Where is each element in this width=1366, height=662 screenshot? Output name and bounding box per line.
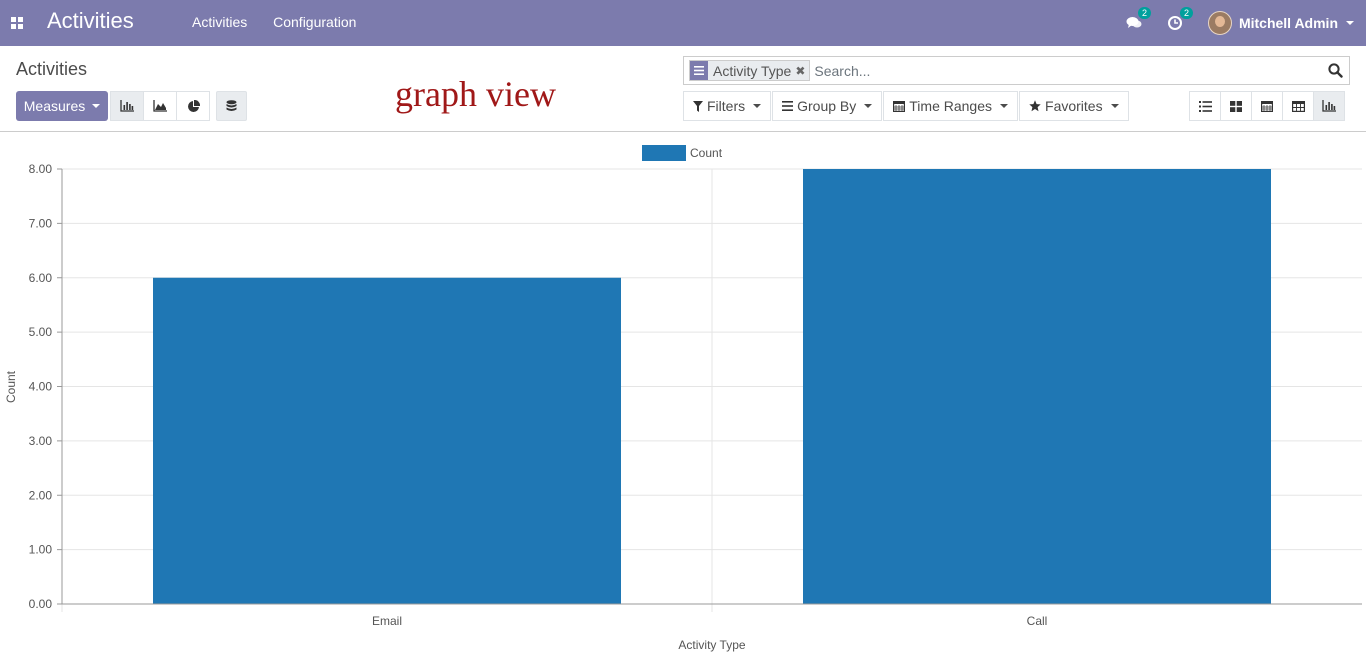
bar — [153, 277, 621, 604]
search-button[interactable] — [1321, 63, 1349, 78]
x-axis-label: Activity Type — [678, 638, 745, 652]
legend-label[interactable]: Count — [690, 146, 723, 160]
bar-chart-button[interactable] — [110, 91, 144, 121]
line-chart-icon — [153, 100, 167, 112]
chevron-down-icon — [1000, 104, 1009, 108]
chevron-down-icon — [92, 104, 101, 108]
filters-dropdown[interactable]: Filters — [683, 91, 772, 121]
list-view-button[interactable] — [1189, 91, 1221, 121]
chevron-down-icon — [1346, 21, 1354, 25]
filters-label: Filters — [707, 98, 746, 114]
graph-chart-area: 0.00 1.00 2.00 3.00 4.00 5.00 6.00 7.00 8.00 Emai… — [0, 132, 1366, 657]
filter-bar: Filters Group By Time Ranges Favorites — [683, 91, 1130, 121]
legend-swatch[interactable] — [642, 145, 686, 161]
user-menu[interactable]: Mitchell Admin — [1207, 11, 1354, 35]
y-tick-label: 7.00 — [29, 216, 53, 230]
bar-chart-icon — [120, 100, 134, 112]
group-by-icon — [690, 61, 708, 80]
y-tick-label: 8.00 — [29, 162, 53, 176]
graph-view-icon — [1322, 100, 1336, 112]
favorites-dropdown[interactable]: Favorites — [1019, 91, 1129, 121]
pie-chart-button[interactable] — [176, 91, 210, 121]
group-by-dropdown[interactable]: Group By — [772, 91, 883, 121]
activities-badge: 2 — [1179, 7, 1193, 19]
user-name: Mitchell Admin — [1238, 15, 1338, 31]
measures-label: Measures — [23, 98, 86, 114]
group-by-label: Group By — [797, 98, 857, 114]
systray: 2 2 Mitchell Admin — [1126, 0, 1366, 46]
y-tick-label: 1.00 — [29, 543, 53, 557]
database-icon — [226, 99, 237, 111]
control-panel: Activities Measures — [0, 46, 1366, 132]
line-chart-button[interactable] — [143, 91, 177, 121]
chevron-down-icon — [1110, 104, 1119, 108]
y-tick-label: 5.00 — [29, 325, 53, 339]
time-ranges-label: Time Ranges — [909, 98, 993, 114]
chat-icon — [1126, 17, 1142, 28]
chevron-down-icon — [864, 104, 873, 108]
menu-item-configuration[interactable]: Configuration — [273, 14, 357, 30]
kanban-view-icon — [1230, 100, 1242, 112]
search-input[interactable] — [814, 62, 1321, 79]
bars-icon — [782, 101, 794, 111]
main-menu: Activities Configuration — [192, 14, 378, 30]
y-tick-label: 0.00 — [29, 597, 53, 611]
calendar-view-button[interactable] — [1251, 91, 1283, 121]
view-switcher — [1189, 91, 1345, 121]
search-box: Activity Type ✖ — [683, 56, 1350, 85]
time-ranges-dropdown[interactable]: Time Ranges — [883, 91, 1019, 121]
close-icon[interactable]: ✖ — [795, 63, 806, 78]
avatar — [1207, 11, 1232, 35]
bar — [803, 169, 1271, 604]
menu-item-activities[interactable]: Activities — [192, 14, 248, 30]
chart-mode-group — [110, 91, 210, 121]
x-tick-label: Call — [1027, 614, 1048, 628]
calendar-icon — [893, 101, 906, 112]
calendar-view-icon — [1261, 101, 1273, 112]
clock-icon — [1167, 16, 1182, 30]
y-tick-label: 6.00 — [29, 271, 53, 285]
activity-menu[interactable]: 2 — [1167, 7, 1193, 30]
messaging-menu[interactable]: 2 — [1126, 7, 1151, 30]
bar-chart: 0.00 1.00 2.00 3.00 4.00 5.00 6.00 7.00 8.00 Emai… — [4, 145, 1362, 652]
x-tick-label: Email — [372, 614, 402, 628]
graph-view-annotation: graph view — [395, 74, 556, 114]
pivot-view-button[interactable] — [1282, 91, 1314, 121]
messages-badge: 2 — [1137, 7, 1151, 19]
y-axis-label: Count — [4, 370, 18, 403]
y-tick-label: 3.00 — [29, 434, 53, 448]
favorites-label: Favorites — [1045, 98, 1103, 114]
search-icon — [1327, 63, 1343, 78]
stacked-toggle-button[interactable] — [216, 91, 247, 121]
star-icon — [1029, 100, 1041, 112]
search-facet: Activity Type ✖ — [689, 60, 811, 81]
y-tick-label: 2.00 — [29, 488, 53, 502]
kanban-view-button[interactable] — [1220, 91, 1252, 121]
app-title: Activities — [47, 8, 134, 33]
apps-menu-icon[interactable] — [11, 17, 23, 29]
list-view-icon — [1198, 100, 1212, 112]
top-navbar: Activities Activities Configuration 2 2 … — [0, 0, 1366, 46]
pie-chart-icon — [187, 99, 200, 112]
chevron-down-icon — [753, 104, 762, 108]
facet-label: Activity Type — [713, 62, 792, 79]
filter-icon — [693, 100, 703, 112]
breadcrumb: Activities — [16, 59, 88, 79]
pivot-view-icon — [1291, 100, 1305, 112]
graph-view-button[interactable] — [1313, 91, 1345, 121]
y-tick-label: 4.00 — [29, 380, 53, 394]
measures-button[interactable]: Measures — [16, 91, 108, 121]
